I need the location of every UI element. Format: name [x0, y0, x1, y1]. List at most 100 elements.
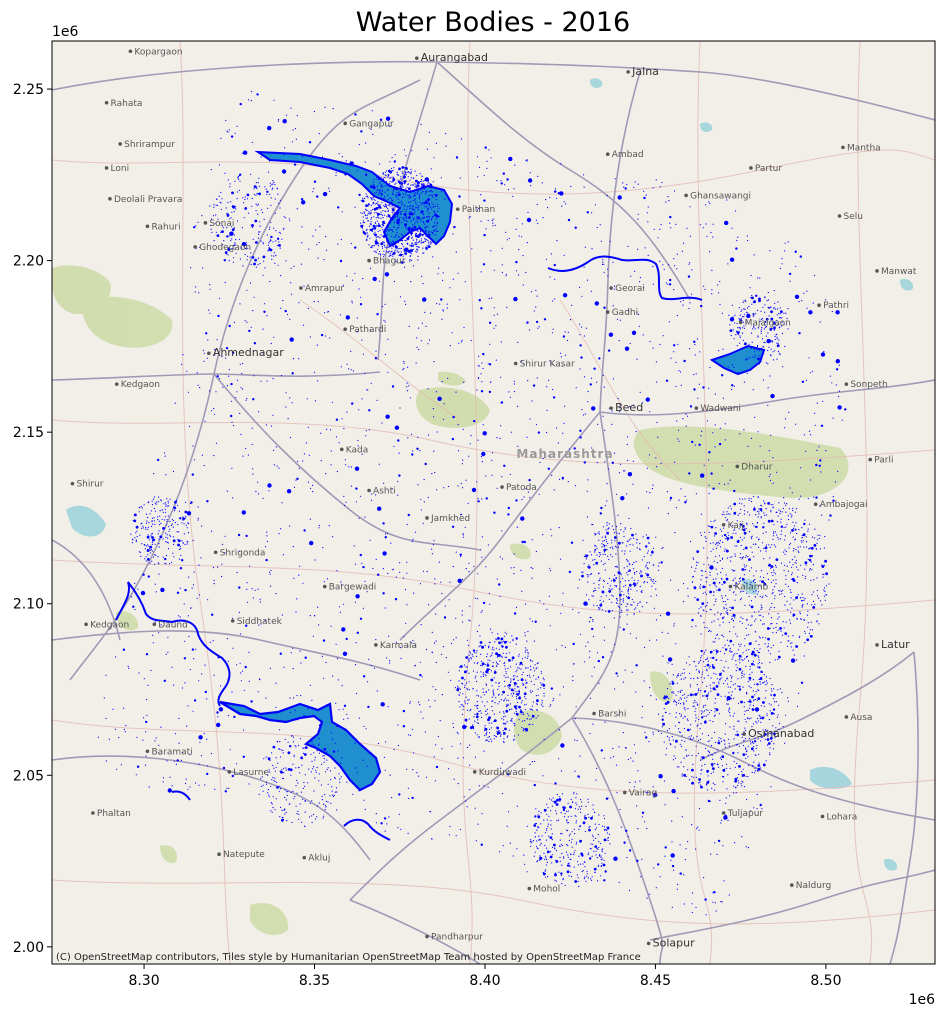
- major-roads: [52, 60, 935, 964]
- place-marker-icon: [425, 934, 429, 939]
- place-marker-icon: [721, 811, 726, 815]
- place-label: Dharur: [741, 462, 773, 472]
- place-label: Beed: [615, 401, 643, 414]
- place-label: Parli: [874, 456, 893, 466]
- place-label: Kedgaon: [90, 620, 129, 630]
- place-marker-icon: [841, 145, 845, 150]
- place-label: Shrirampur: [124, 140, 175, 150]
- place-marker-icon: [193, 245, 197, 249]
- basemap-layer: [52, 41, 935, 964]
- place-label: Pathri: [823, 301, 849, 311]
- place-marker-icon: [343, 327, 347, 332]
- place-label: Ambad: [612, 150, 644, 160]
- river-south-1: [343, 818, 391, 841]
- small-water-bodies: [97, 90, 847, 916]
- y-tick-label: 2.25: [13, 82, 44, 98]
- place-label: Ambajogai: [820, 500, 868, 510]
- place-label: Patoda: [506, 483, 537, 493]
- place-marker-icon: [230, 619, 235, 623]
- place-label: Shirur: [76, 480, 103, 490]
- place-label: Mohol: [533, 885, 560, 895]
- place-marker-icon: [299, 286, 303, 290]
- place-marker-icon: [152, 622, 157, 627]
- place-marker-icon: [128, 49, 133, 54]
- place-label: Sonai: [209, 219, 234, 229]
- place-marker-icon: [213, 550, 218, 555]
- ujani-reservoir: [219, 700, 382, 792]
- place-marker-icon: [813, 502, 818, 507]
- place-label: Partur: [755, 164, 782, 174]
- map-frame: [51, 40, 936, 965]
- place-marker-icon: [749, 166, 753, 170]
- place-marker-icon: [735, 464, 740, 469]
- place-label: Phaltan: [97, 809, 131, 819]
- place-label: Pathardi: [349, 325, 386, 335]
- place-label: Pandharpur: [431, 933, 483, 943]
- place-label: Ghansawangi: [690, 191, 751, 201]
- place-marker-icon: [91, 811, 95, 815]
- place-marker-icon: [875, 643, 879, 647]
- y-tick-label: 2.00: [13, 940, 44, 956]
- place-marker-icon: [108, 197, 112, 201]
- place-marker-icon: [738, 320, 743, 325]
- place-label: Aurangabad: [421, 51, 488, 64]
- place-marker-icon: [875, 269, 879, 273]
- place-label: Manwat: [881, 267, 917, 277]
- place-label: Bargewadi: [329, 583, 377, 593]
- place-marker-icon: [84, 622, 88, 627]
- place-label: Gadhi: [612, 308, 638, 318]
- y-tick-label: 2.20: [13, 254, 44, 270]
- place-marker-icon: [217, 852, 221, 857]
- place-marker-icon: [721, 523, 726, 527]
- place-label: Gangapur: [349, 119, 394, 129]
- place-marker-icon: [145, 749, 150, 754]
- place-marker-icon: [605, 152, 610, 157]
- x-tick-label: 8.30: [128, 973, 159, 989]
- water-bodies-layer: [97, 90, 847, 916]
- place-marker-icon: [605, 310, 610, 314]
- place-marker-icon: [626, 70, 630, 74]
- place-label: Kurduwadi: [479, 768, 526, 778]
- y-axis: 2.00 2.05 2.10 2.15 2.20 2.25: [13, 82, 52, 956]
- place-marker-icon: [472, 770, 477, 774]
- place-marker-icon: [425, 516, 429, 520]
- place-label: Selu: [844, 212, 863, 222]
- place-marker-icon: [207, 351, 211, 356]
- basemap-water: [66, 78, 914, 871]
- place-marker-icon: [227, 770, 232, 774]
- region-label: Maharashtra: [516, 447, 613, 461]
- place-label: Ghodegaon: [199, 243, 251, 253]
- place-marker-icon: [646, 941, 651, 946]
- place-marker-icon: [367, 488, 371, 493]
- y-tick-label: 2.15: [13, 425, 44, 441]
- x-tick-label: 8.50: [810, 973, 841, 989]
- place-label: Wadwani: [700, 404, 741, 414]
- place-label: Tuljapur: [727, 809, 764, 819]
- place-marker-icon: [339, 447, 344, 452]
- place-label: Jamkhed: [430, 514, 470, 524]
- place-marker-icon: [694, 406, 699, 410]
- place-marker-icon: [592, 711, 596, 716]
- place-label: Siddhatek: [237, 617, 283, 627]
- place-labels: Kopargaon Aurangabad Jalna Rahata Gangapur Sh…: [70, 47, 917, 949]
- place-label: Ashti: [373, 486, 396, 496]
- place-marker-icon: [817, 303, 821, 308]
- place-label: Kopargaon: [134, 47, 182, 57]
- place-label: Mantha: [847, 143, 881, 153]
- place-label: Barshi: [598, 710, 626, 720]
- place-marker-icon: [343, 121, 347, 126]
- place-label: Baramati: [151, 747, 192, 757]
- basemap-background: [52, 41, 935, 964]
- place-label: Deolali Pravara: [114, 195, 182, 205]
- place-marker-icon: [414, 56, 419, 60]
- y-tick-label: 2.10: [13, 597, 44, 613]
- x-tick-label: 8.35: [299, 973, 330, 989]
- place-label: Shrigonda: [220, 548, 266, 558]
- place-label: Lohara: [826, 812, 857, 822]
- place-marker-icon: [70, 481, 75, 486]
- place-marker-icon: [527, 886, 532, 891]
- minor-roads: [52, 41, 935, 964]
- place-marker-icon: [145, 224, 150, 229]
- place-marker-icon: [790, 883, 794, 887]
